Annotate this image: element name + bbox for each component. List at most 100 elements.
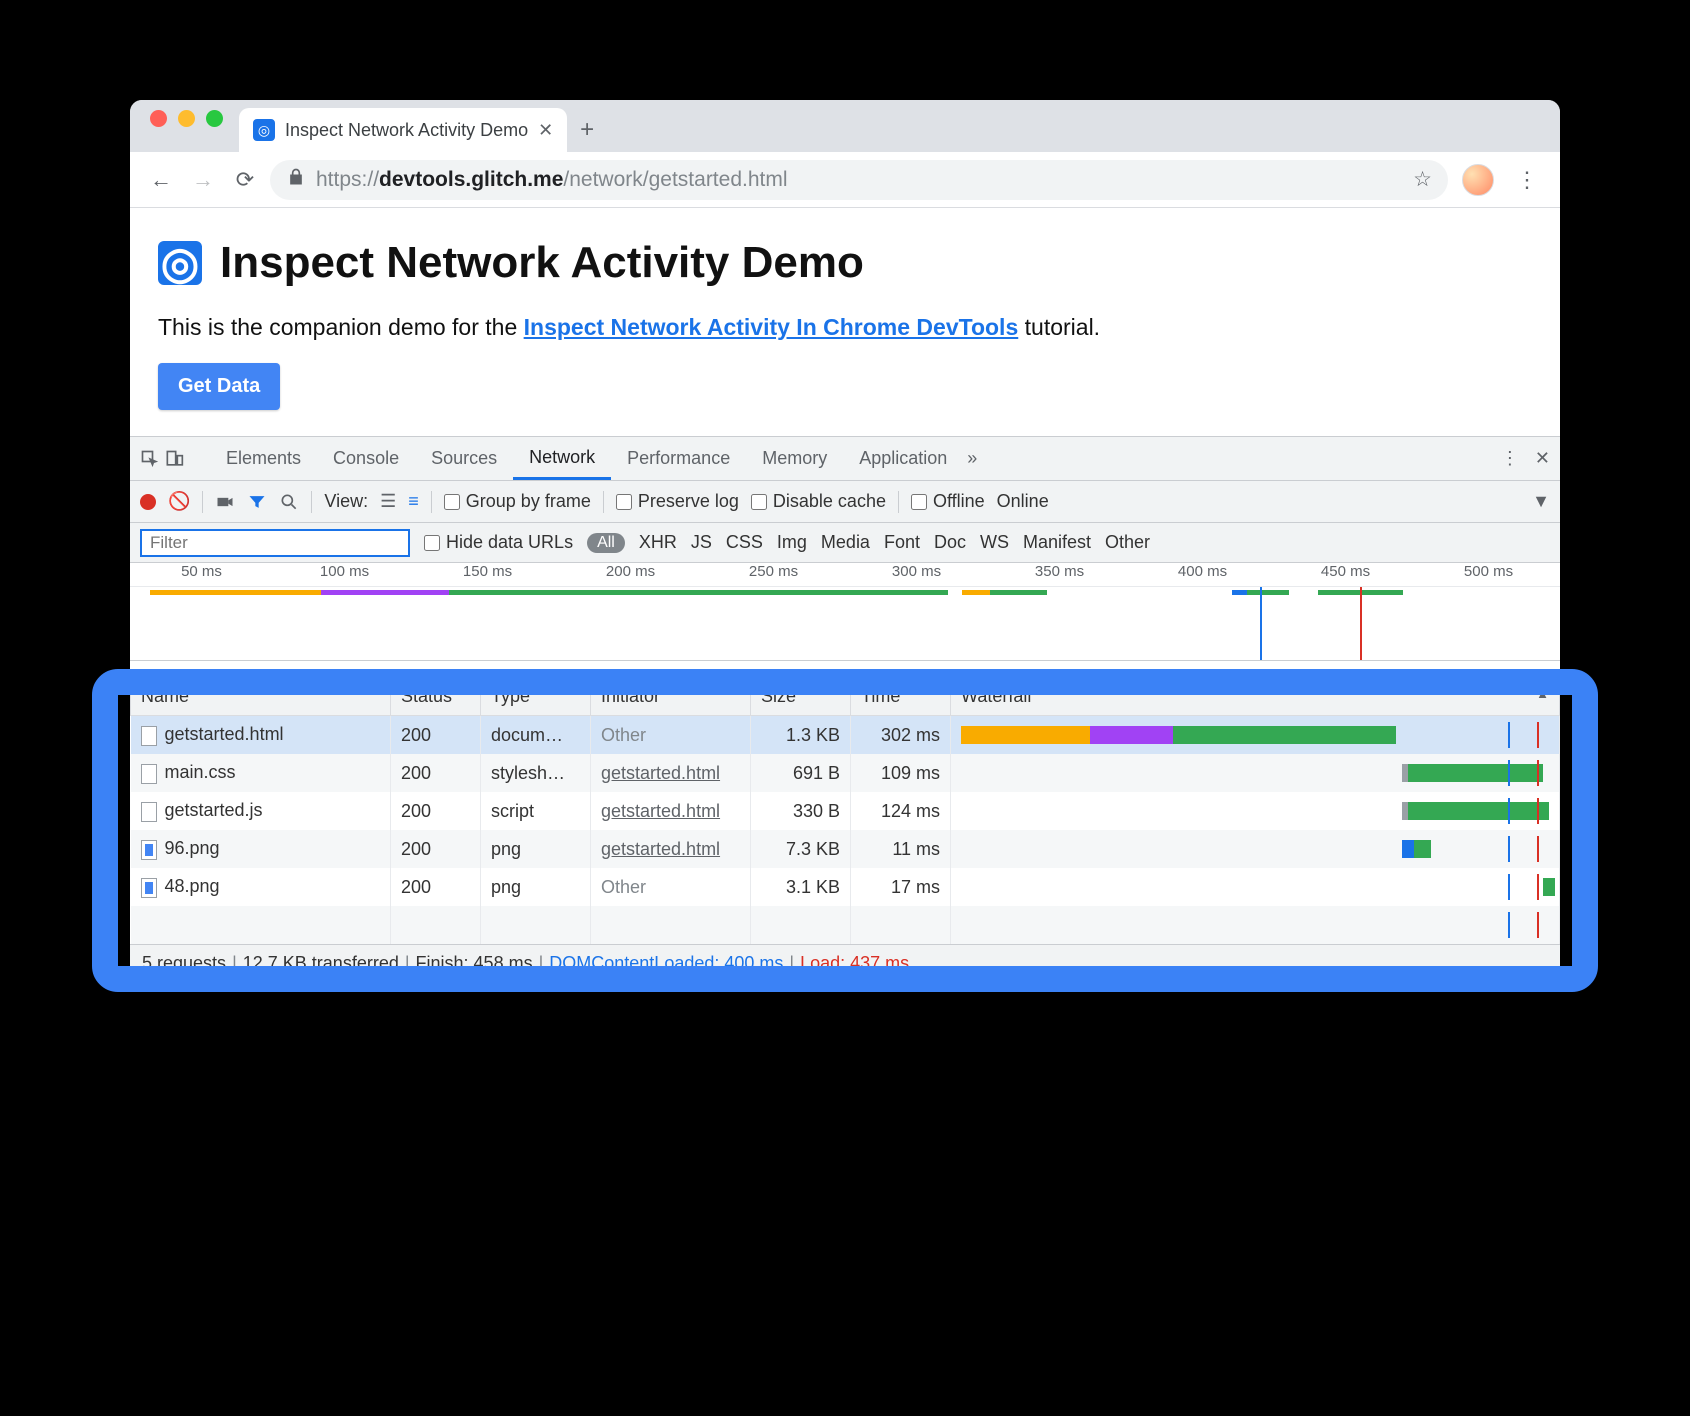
throttling-select[interactable]: Online [997, 491, 1049, 512]
device-toolbar-icon[interactable] [164, 449, 184, 469]
favicon-icon: ◎ [253, 119, 275, 141]
request-size: 691 B [751, 754, 851, 792]
lock-icon [286, 167, 306, 193]
request-row[interactable]: 96.png200pnggetstarted.html7.3 KB11 ms [131, 830, 1560, 868]
column-name[interactable]: Name [131, 678, 391, 716]
document-file-icon [141, 802, 157, 822]
filter-type-all[interactable]: All [587, 533, 625, 553]
filter-type-other[interactable]: Other [1105, 532, 1150, 553]
status-requests: 5 requests [142, 953, 226, 974]
devtools-close-icon[interactable]: ✕ [1535, 448, 1550, 469]
offline-checkbox[interactable]: Offline [911, 491, 985, 512]
get-data-button[interactable]: Get Data [158, 363, 280, 410]
devtools-menu-icon[interactable]: ⋮ [1501, 448, 1519, 469]
reload-button[interactable]: ⟳ [228, 163, 262, 197]
column-initiator[interactable]: Initiator [591, 678, 751, 716]
overview-ticks: 50 ms100 ms150 ms200 ms250 ms300 ms350 m… [130, 563, 1560, 587]
request-name: 48.png [165, 876, 220, 896]
close-window-button[interactable] [150, 110, 167, 127]
filter-type-css[interactable]: CSS [726, 532, 763, 553]
search-icon[interactable] [279, 492, 299, 512]
browser-menu-icon[interactable]: ⋮ [1508, 167, 1546, 193]
devtools-tab-elements[interactable]: Elements [210, 437, 317, 480]
devtools-tab-network[interactable]: Network [513, 437, 611, 480]
filter-type-js[interactable]: JS [691, 532, 712, 553]
image-file-icon [141, 878, 157, 898]
devtools-panel: ElementsConsoleSourcesNetworkPerformance… [130, 436, 1560, 982]
tab-title: Inspect Network Activity Demo [285, 120, 528, 141]
clear-icon[interactable]: 🚫 [168, 491, 190, 512]
network-overview[interactable]: 50 ms100 ms150 ms200 ms250 ms300 ms350 m… [130, 563, 1560, 661]
inspect-element-icon[interactable] [140, 449, 160, 469]
profile-avatar[interactable] [1462, 164, 1494, 196]
waterfall-view-icon[interactable]: ≡ [408, 491, 419, 512]
more-tabs-icon[interactable]: » [967, 448, 977, 469]
browser-tab[interactable]: ◎ Inspect Network Activity Demo ✕ [239, 108, 567, 152]
back-button[interactable]: ← [144, 163, 178, 197]
request-status: 200 [391, 716, 481, 755]
request-time: 124 ms [851, 792, 951, 830]
request-size: 7.3 KB [751, 830, 851, 868]
forward-button[interactable]: → [186, 163, 220, 197]
request-name: 96.png [165, 838, 220, 858]
column-waterfall[interactable]: Waterfall [951, 678, 1560, 716]
request-waterfall [951, 868, 1560, 906]
preserve-log-checkbox[interactable]: Preserve log [616, 491, 739, 512]
group-by-frame-checkbox[interactable]: Group by frame [444, 491, 591, 512]
devtools-tab-performance[interactable]: Performance [611, 437, 746, 480]
close-tab-icon[interactable]: ✕ [538, 120, 553, 141]
column-type[interactable]: Type [481, 678, 591, 716]
page-content: ◎ Inspect Network Activity Demo This is … [130, 208, 1560, 436]
camera-icon[interactable] [215, 492, 235, 512]
request-row[interactable]: 48.png200pngOther3.1 KB17 ms [131, 868, 1560, 906]
address-bar: ← → ⟳ https://devtools.glitch.me/network… [130, 152, 1560, 208]
filter-type-xhr[interactable]: XHR [639, 532, 677, 553]
new-tab-button[interactable]: + [567, 108, 607, 152]
request-waterfall [951, 754, 1560, 792]
filter-type-img[interactable]: Img [777, 532, 807, 553]
request-row[interactable]: main.css200stylesh…getstarted.html691 B1… [131, 754, 1560, 792]
record-button[interactable] [140, 494, 156, 510]
column-size[interactable]: Size [751, 678, 851, 716]
devtools-tab-sources[interactable]: Sources [415, 437, 513, 480]
document-file-icon [141, 764, 157, 784]
network-requests-section: NameStatusTypeInitiatorSizeTimeWaterfall… [130, 677, 1560, 982]
document-file-icon [141, 726, 157, 746]
tutorial-link[interactable]: Inspect Network Activity In Chrome DevTo… [524, 314, 1019, 340]
request-row[interactable]: getstarted.html200docum…Other1.3 KB302 m… [131, 716, 1560, 755]
filter-input[interactable] [140, 529, 410, 557]
column-status[interactable]: Status [391, 678, 481, 716]
status-load: Load: 437 ms [800, 953, 909, 974]
devtools-tab-memory[interactable]: Memory [746, 437, 843, 480]
filter-type-ws[interactable]: WS [980, 532, 1009, 553]
filter-type-doc[interactable]: Doc [934, 532, 966, 553]
devtools-tab-application[interactable]: Application [843, 437, 963, 480]
request-type: stylesh… [481, 754, 591, 792]
request-name: getstarted.html [165, 724, 284, 744]
filter-type-font[interactable]: Font [884, 532, 920, 553]
filter-type-manifest[interactable]: Manifest [1023, 532, 1091, 553]
hide-data-urls-checkbox[interactable]: Hide data URLs [424, 532, 573, 553]
filter-type-media[interactable]: Media [821, 532, 870, 553]
disable-cache-checkbox[interactable]: Disable cache [751, 491, 886, 512]
request-time: 109 ms [851, 754, 951, 792]
bookmark-icon[interactable]: ☆ [1413, 167, 1432, 192]
request-status: 200 [391, 830, 481, 868]
large-rows-icon[interactable]: ☰ [380, 491, 396, 512]
status-transferred: 12.7 KB transferred [243, 953, 399, 974]
request-waterfall [951, 792, 1560, 830]
maximize-window-button[interactable] [206, 110, 223, 127]
request-status: 200 [391, 792, 481, 830]
omnibox[interactable]: https://devtools.glitch.me/network/getst… [270, 160, 1448, 200]
devtools-tab-console[interactable]: Console [317, 437, 415, 480]
request-row[interactable]: getstarted.js200scriptgetstarted.html330… [131, 792, 1560, 830]
network-toolbar: 🚫 View: ☰ ≡ Group by frame Preserve log … [130, 481, 1560, 523]
column-time[interactable]: Time [851, 678, 951, 716]
request-initiator: getstarted.html [591, 792, 751, 830]
filter-icon[interactable] [247, 492, 267, 512]
minimize-window-button[interactable] [178, 110, 195, 127]
request-type: script [481, 792, 591, 830]
throttling-dropdown-icon[interactable]: ▼ [1532, 491, 1550, 512]
status-finish: Finish: 458 ms [416, 953, 533, 974]
request-waterfall [951, 716, 1560, 755]
